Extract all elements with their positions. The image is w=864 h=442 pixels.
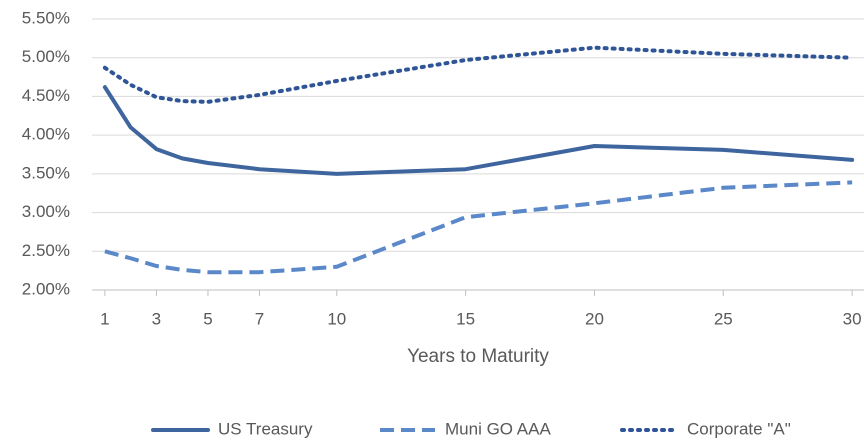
series-line — [102, 45, 855, 104]
y-tick-label: 4.50% — [22, 86, 70, 105]
y-tick-label: 4.00% — [22, 125, 70, 144]
x-tick-label: 10 — [327, 309, 346, 328]
x-axis-label: Years to Maturity — [407, 346, 549, 367]
y-tick-label: 2.00% — [22, 279, 70, 298]
x-tick-label: 25 — [714, 309, 733, 328]
legend-label: Corporate "A" — [687, 419, 791, 438]
y-tick-label: 5.50% — [22, 8, 70, 27]
x-tick-label: 5 — [203, 309, 212, 328]
series-line — [104, 180, 853, 275]
x-tick-label: 3 — [152, 309, 161, 328]
y-tick-label: 2.50% — [22, 241, 70, 260]
y-tick-label: 5.00% — [22, 47, 70, 66]
x-tick-label: 20 — [585, 309, 604, 328]
y-tick-label: 3.50% — [22, 163, 70, 182]
x-tick-label: 1 — [100, 309, 109, 328]
x-tick-label: 15 — [456, 309, 475, 328]
legend-label: Muni GO AAA — [445, 419, 551, 438]
series-line — [102, 85, 855, 176]
legend-label: US Treasury — [218, 419, 313, 438]
x-tick-label: 30 — [843, 309, 862, 328]
y-tick-label: 3.00% — [22, 202, 70, 221]
x-tick-label: 7 — [255, 309, 264, 328]
